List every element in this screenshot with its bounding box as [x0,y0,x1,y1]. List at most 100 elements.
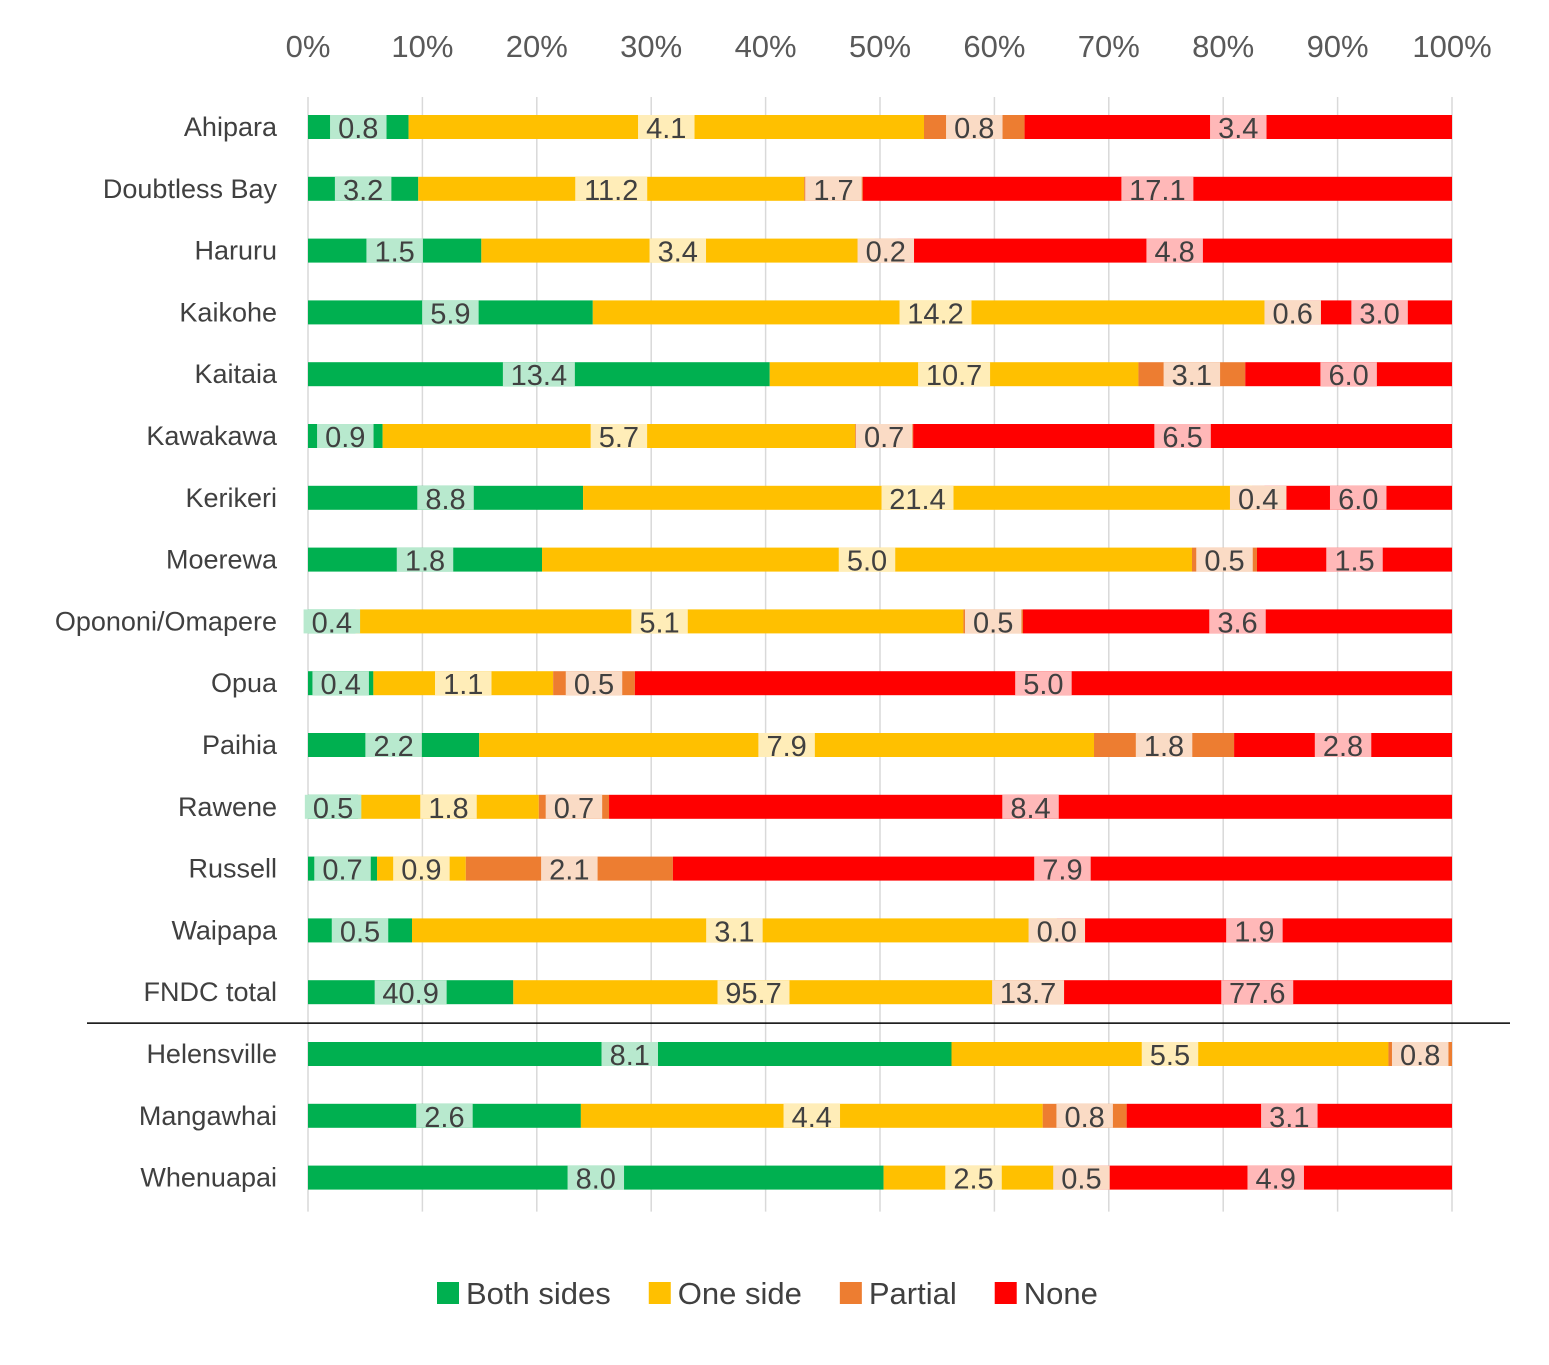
data-label-background [502,362,575,387]
x-tick-label: 90% [1307,29,1369,64]
data-label-background [1261,1103,1318,1128]
data-label-background [1196,547,1253,572]
data-label-background [314,856,371,881]
data-label: 1.1 [443,669,483,701]
legend-swatch-one-side [648,1282,671,1304]
data-label-background [420,794,477,819]
data-label: 8.0 [576,1164,616,1196]
data-label: 5.7 [599,422,639,454]
data-label: 0.4 [321,669,361,701]
data-label: 0.5 [1061,1164,1101,1196]
data-label-background [1229,485,1287,510]
data-label-background [758,733,815,757]
data-label-background [334,176,392,201]
x-tick-label: 10% [391,29,453,64]
category-label-kaitaia: Kaitaia [194,359,278,389]
data-label: 0.8 [338,113,378,145]
category-label-rawene: Rawene [178,792,277,822]
data-label-background [422,300,479,325]
data-label: 0.0 [1037,916,1077,948]
data-label: 11.2 [584,175,638,207]
data-label: 3.2 [343,175,383,207]
data-label-background [1141,1042,1199,1066]
category-label-opua: Opua [211,668,278,698]
data-label: 0.5 [973,607,1013,639]
data-label: 8.1 [610,1040,650,1072]
category-label-russell: Russell [188,854,277,884]
category-label-helensville: Helensville [146,1039,277,1069]
data-label: 17.1 [1129,175,1185,207]
data-label: 0.7 [322,855,362,887]
data-label: 3.1 [1172,360,1212,392]
data-label-background [1034,856,1091,881]
data-label-background [1121,176,1194,201]
x-tick-label: 60% [963,29,1025,64]
data-label: 0.9 [325,422,365,454]
data-label-background [631,609,688,634]
data-label: 0.5 [574,669,614,701]
category-labels: Ahipara Doubtless Bay Haruru Kaikohe Kaitaia… [55,112,278,1193]
data-label: 14.2 [907,298,963,330]
data-label-background [964,609,1022,634]
data-label-background [1053,1165,1110,1190]
x-axis-tick-labels: 0% 10% 20% 30% 40% 50% 60% 70% 80% 90% 100% [286,29,1492,64]
data-label: 10.7 [926,360,982,392]
data-label: 5.0 [1023,669,1063,701]
data-label: 3.0 [1359,298,1399,330]
category-label-mangawhai: Mangawhai [139,1101,277,1131]
data-label: 40.9 [382,978,438,1010]
category-label-opononi-omapere: Opononi/Omapere [55,606,277,636]
x-tick-label: 80% [1192,29,1254,64]
data-label: 2.5 [953,1164,993,1196]
category-label-moerewa: Moerewa [166,545,278,575]
data-label-background [881,485,954,510]
data-label: 6.5 [1162,422,1202,454]
category-label-haruru: Haruru [194,236,277,266]
data-label: 3.4 [1218,113,1258,145]
data-label-background [330,115,387,139]
data-label-background [899,300,972,325]
data-label: 7.9 [1042,855,1082,887]
data-label-background [1154,424,1211,448]
data-label-background [1226,918,1283,943]
data-labels: 0.8 4.1 0.8 3.4 3.2 11.2 1.7 17.1 1.5 3.4 0.2 4.8 5.… [303,113,1449,1196]
data-label: 1.8 [428,793,468,825]
data-label: 4.8 [1155,237,1195,269]
data-label-background [717,980,790,1005]
legend-swatch-both-sides [437,1282,459,1304]
data-label: 1.7 [813,175,853,207]
x-tick-label: 0% [286,29,331,64]
data-label: 0.6 [1273,298,1313,330]
data-label-background [575,176,648,201]
data-label: 13.7 [1000,978,1056,1010]
data-label-background [303,609,361,634]
data-label-background [601,1042,658,1066]
data-label: 0.4 [312,607,352,639]
category-label-doubtless-bay: Doubtless Bay [103,174,278,204]
data-label-background [304,794,362,819]
data-label: 6.0 [1328,360,1368,392]
data-label-background [374,980,447,1005]
category-label-fndc-total: FNDC total [143,977,277,1007]
data-label-background [1015,671,1072,696]
data-label: 21.4 [889,484,945,516]
category-label-whenuapai: Whenuapai [140,1163,277,1193]
data-label: 8.8 [425,484,465,516]
data-label: 5.0 [847,546,887,578]
data-label: 1.8 [1144,731,1184,763]
data-label-background [312,671,369,696]
data-label: 1.9 [1234,916,1274,948]
data-label-background [918,362,991,387]
category-label-kaikohe: Kaikohe [179,297,277,327]
data-label: 0.8 [1400,1040,1440,1072]
data-label: 5.5 [1150,1040,1190,1072]
data-label: 3.6 [1217,607,1257,639]
x-tick-label: 40% [735,29,797,64]
data-label-background [567,1165,625,1190]
category-label-kawakawa: Kawakawa [146,421,278,451]
data-label: 4.9 [1256,1164,1296,1196]
data-label-background [366,238,423,263]
data-label-background [417,485,474,510]
data-label-background [435,671,492,696]
